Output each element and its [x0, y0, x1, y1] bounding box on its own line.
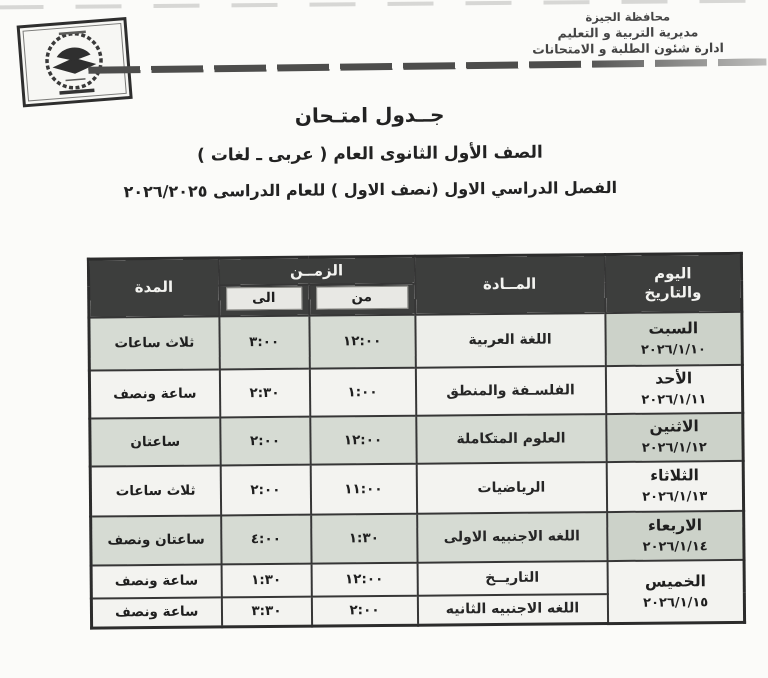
header-time-from: من: [308, 283, 415, 316]
header-to-label: الى: [225, 286, 302, 310]
stamp-emblem-icon: [16, 17, 133, 108]
org-header: محافظة الجيزة مديرية التربية و التعليم ا…: [498, 9, 758, 59]
day-cell: الثلاثاء ٢٠٢٦/١/١٣: [606, 460, 744, 512]
day-date: ٢٠٢٦/١/١١: [641, 392, 707, 409]
to-cell: ١:٣٠: [221, 563, 312, 597]
to-cell: ٣:٠٠: [218, 315, 310, 369]
day-date: ٢٠٢٦/١/١٣: [642, 489, 708, 506]
day-name: الأحد: [655, 369, 693, 389]
subject-cell: الفلسـفة والمنطق: [415, 365, 606, 416]
duration-cell: ساعة ونصف: [91, 563, 222, 599]
from-cell: ٢:٠٠: [311, 595, 418, 627]
to-cell: ٣:٣٠: [221, 596, 312, 627]
day-name: السبت: [648, 319, 699, 338]
to-cell: ٤:٠٠: [220, 514, 312, 564]
header-day-line2: والتاريخ: [644, 282, 702, 302]
scan-artifact-line: [0, 0, 766, 10]
table-row-sunday: الأحد ٢٠٢٦/١/١١ الفلسـفة والمنطق ١:٠٠ ٢:…: [89, 364, 743, 419]
duration-cell: ساعة ونصف: [91, 596, 222, 629]
header-divider-line: [88, 58, 767, 74]
table-row-tuesday: الثلاثاء ٢٠٢٦/١/١٣ الرياضيات ١١:٠٠ ٢:٠٠ …: [90, 460, 744, 517]
subject-cell: اللغة العربية: [414, 312, 606, 368]
header-day-line1: اليوم: [654, 264, 692, 283]
day-cell: الأحد ٢٠٢٦/١/١١: [605, 364, 743, 414]
table-row-thursday-1: الخميس ٢٠٢٦/١/١٥ التاريــخ ١٢:٠٠ ١:٣٠ سا…: [91, 559, 745, 624]
from-cell: ١:٠٠: [309, 367, 416, 417]
page-title: جــدول امتـحان: [294, 102, 445, 128]
day-cell: الخميس ٢٠٢٦/١/١٥: [607, 559, 745, 624]
day-date: ٢٠٢٦/١/١٤: [642, 539, 708, 555]
semester-title: الفصل الدراسي الاول (نصف الاول ) للعام ا…: [123, 177, 618, 202]
to-cell: ٢:٣٠: [219, 368, 310, 417]
subject-cell: اللغه الاجنبيه الاولى: [416, 511, 608, 563]
day-name: الاربعاء: [647, 516, 703, 535]
subject-cell: العلوم المتكاملة: [415, 413, 607, 464]
duration-cell: ساعة ونصف: [89, 368, 220, 419]
from-cell: ١:٣٠: [310, 513, 418, 564]
header-duration: المدة: [88, 257, 219, 318]
day-name: الاثنين: [649, 417, 699, 437]
day-date: ٢٠٢٦/١/١٥: [643, 594, 709, 611]
to-cell: ٢:٠٠: [220, 464, 311, 515]
school-stamp-logo: [14, 15, 137, 110]
exam-schedule-table: اليوم والتاريخ المــادة الزمــن المدة من…: [86, 251, 747, 630]
from-cell: ١٢:٠٠: [311, 562, 418, 597]
duration-cell: ثلاث ساعات: [88, 315, 220, 371]
subject-cell: اللغه الاجنبيه الثانيه: [417, 593, 608, 626]
duration-cell: ساعتان ونصف: [90, 514, 222, 566]
document-titles: جــدول امتـحان الصف الأول الثانوى العام …: [0, 100, 741, 202]
table-row-saturday: السبت ٢٠٢٦/١/١٠ اللغة العربية ١٢:٠٠ ٣:٠٠…: [88, 311, 743, 371]
to-cell: ٢:٠٠: [219, 416, 311, 465]
header-time: الزمــن: [218, 256, 415, 285]
day-name: الخميس: [644, 571, 707, 591]
header-from-label: من: [315, 285, 408, 310]
from-cell: ١١:٠٠: [310, 463, 417, 515]
from-cell: ١٢:٠٠: [308, 314, 416, 369]
header-subject: المــادة: [414, 254, 605, 315]
day-date: ٢٠٢٦/١/١٠: [640, 342, 707, 358]
table-row-wednesday: الاربعاء ٢٠٢٦/١/١٤ اللغه الاجنبيه الاولى…: [90, 510, 745, 566]
subject-cell: الرياضيات: [416, 461, 607, 514]
day-cell: الاربعاء ٢٠٢٦/١/١٤: [606, 510, 745, 561]
grade-title: الصف الأول الثانوى العام ( عربى ـ لغات ): [197, 142, 543, 166]
from-cell: ١٢:٠٠: [309, 415, 417, 465]
duration-cell: ثلاث ساعات: [90, 464, 221, 517]
day-cell: السبت ٢٠٢٦/١/١٠: [604, 311, 743, 366]
duration-cell: ساعتان: [89, 416, 221, 467]
org-administration: ادارة شئون الطلبة و الامتحانات: [532, 40, 724, 57]
subject-cell: التاريــخ: [417, 560, 608, 596]
day-date: ٢٠٢٦/١/١٢: [641, 440, 707, 457]
day-cell: الاثنين ٢٠٢٦/١/١٢: [605, 412, 744, 462]
table-header-row: اليوم والتاريخ المــادة الزمــن المدة: [88, 253, 742, 318]
day-name: الثلاثاء: [650, 466, 700, 486]
header-time-to: الى: [218, 284, 309, 316]
header-day-date: اليوم والتاريخ: [604, 253, 742, 313]
table-row-monday: الاثنين ٢٠٢٦/١/١٢ العلوم المتكاملة ١٢:٠٠…: [89, 412, 744, 467]
